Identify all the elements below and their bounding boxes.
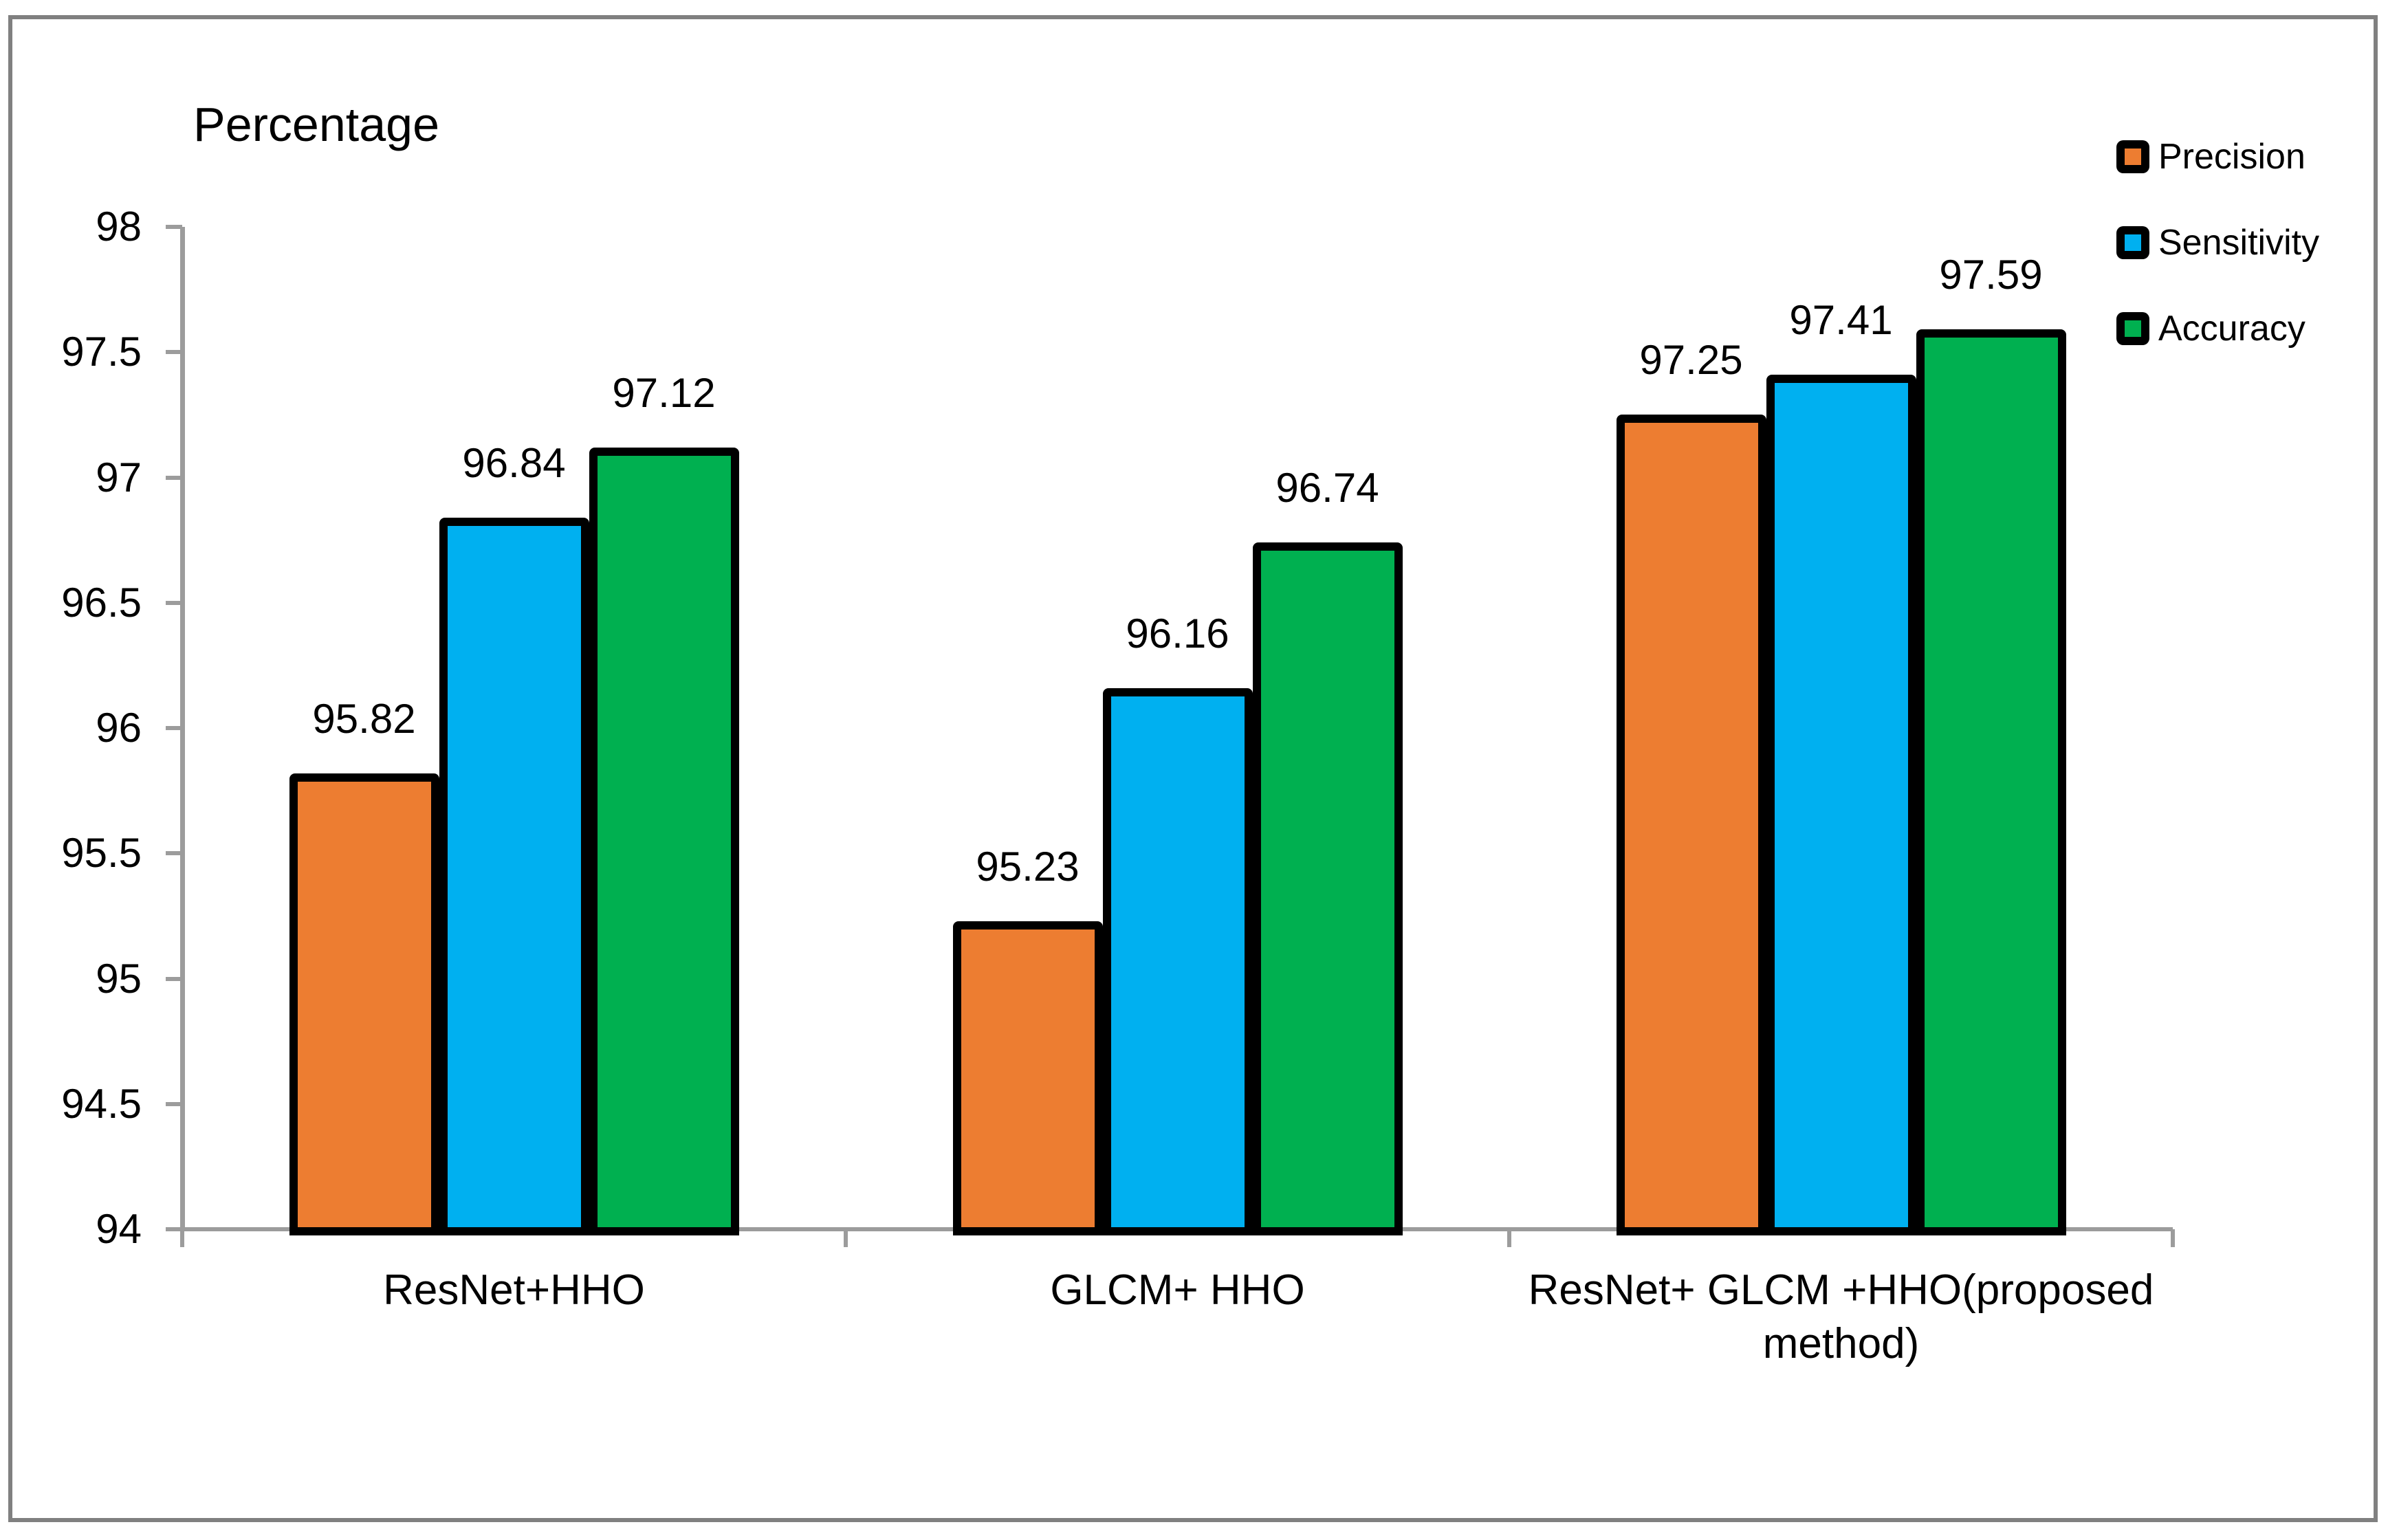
y-tick-label: 94.5 <box>61 1080 142 1127</box>
bar-value-label: 96.74 <box>1275 465 1379 512</box>
legend-swatch-color <box>2125 148 2141 165</box>
legend-item-accuracy: Accuracy <box>2116 309 2319 349</box>
y-tick-label: 96 <box>96 705 142 751</box>
legend-swatch-sensitivity <box>2116 226 2149 259</box>
bar-precision-glcm-hho <box>952 921 1103 1235</box>
y-tick-mark <box>166 350 182 355</box>
bar-precision-resnet-glcm-hho-proposed-method <box>1616 415 1766 1235</box>
bar-value-label: 96.16 <box>1126 610 1229 657</box>
y-tick-label: 98 <box>96 204 142 250</box>
y-tick-mark <box>166 726 182 730</box>
bar-value-label: 97.12 <box>612 369 716 416</box>
legend-swatch-accuracy <box>2116 312 2149 345</box>
x-category-tick <box>180 1229 184 1247</box>
y-tick-mark <box>166 225 182 229</box>
y-tick-mark <box>166 475 182 480</box>
y-tick-mark <box>166 851 182 856</box>
legend-label: Sensitivity <box>2158 223 2320 263</box>
y-tick-mark <box>166 1101 182 1106</box>
y-tick-mark <box>166 1227 182 1231</box>
y-axis-line <box>180 227 185 1231</box>
y-tick-label: 96.5 <box>61 579 142 626</box>
y-tick-label: 95 <box>96 955 142 1002</box>
bar-value-label: 97.25 <box>1639 337 1743 384</box>
y-tick-mark <box>166 600 182 605</box>
bar-sensitivity-resnet-glcm-hho-proposed-method <box>1766 375 1916 1235</box>
y-tick-mark <box>166 976 182 981</box>
chart-title: Percentage <box>193 98 440 151</box>
x-category-tick <box>1507 1229 1511 1247</box>
bar-value-label: 97.59 <box>1939 252 2043 298</box>
bar-precision-resnet-hho <box>289 773 439 1235</box>
y-tick-label: 95.5 <box>61 830 142 877</box>
bar-sensitivity-glcm-hho <box>1102 688 1253 1235</box>
legend-swatch-precision <box>2116 140 2149 173</box>
x-category-label-resnet-hho: ResNet+HHO <box>383 1266 645 1314</box>
legend: Precision Sensitivity Accuracy <box>2116 137 2320 398</box>
legend-item-precision: Precision <box>2116 137 2319 177</box>
bar-accuracy-resnet-hho <box>589 447 739 1235</box>
bar-value-label: 95.82 <box>312 695 416 742</box>
x-category-label-resnet-glcm-hho-proposed-method: ResNet+ GLCM +HHO(proposed method) <box>1528 1266 2154 1367</box>
bar-accuracy-glcm-hho <box>1252 542 1403 1235</box>
bar-accuracy-resnet-glcm-hho-proposed-method <box>1916 329 2066 1235</box>
x-category-tick <box>844 1229 848 1247</box>
x-category-label-glcm-hho: GLCM+ HHO <box>1050 1266 1305 1314</box>
bar-sensitivity-resnet-hho <box>439 517 589 1235</box>
legend-label: Accuracy <box>2158 309 2305 349</box>
bar-value-label: 96.84 <box>462 439 566 486</box>
legend-swatch-color <box>2125 320 2141 337</box>
y-tick-label: 97 <box>96 454 142 500</box>
legend-swatch-color <box>2125 234 2141 251</box>
y-tick-label: 97.5 <box>61 329 142 375</box>
y-tick-label: 94 <box>96 1206 142 1252</box>
bar-value-label: 95.23 <box>976 843 1080 890</box>
bar-value-label: 97.41 <box>1789 297 1893 344</box>
legend-label: Precision <box>2158 137 2305 177</box>
legend-item-sensitivity: Sensitivity <box>2116 223 2320 263</box>
x-category-tick <box>2171 1229 2175 1247</box>
